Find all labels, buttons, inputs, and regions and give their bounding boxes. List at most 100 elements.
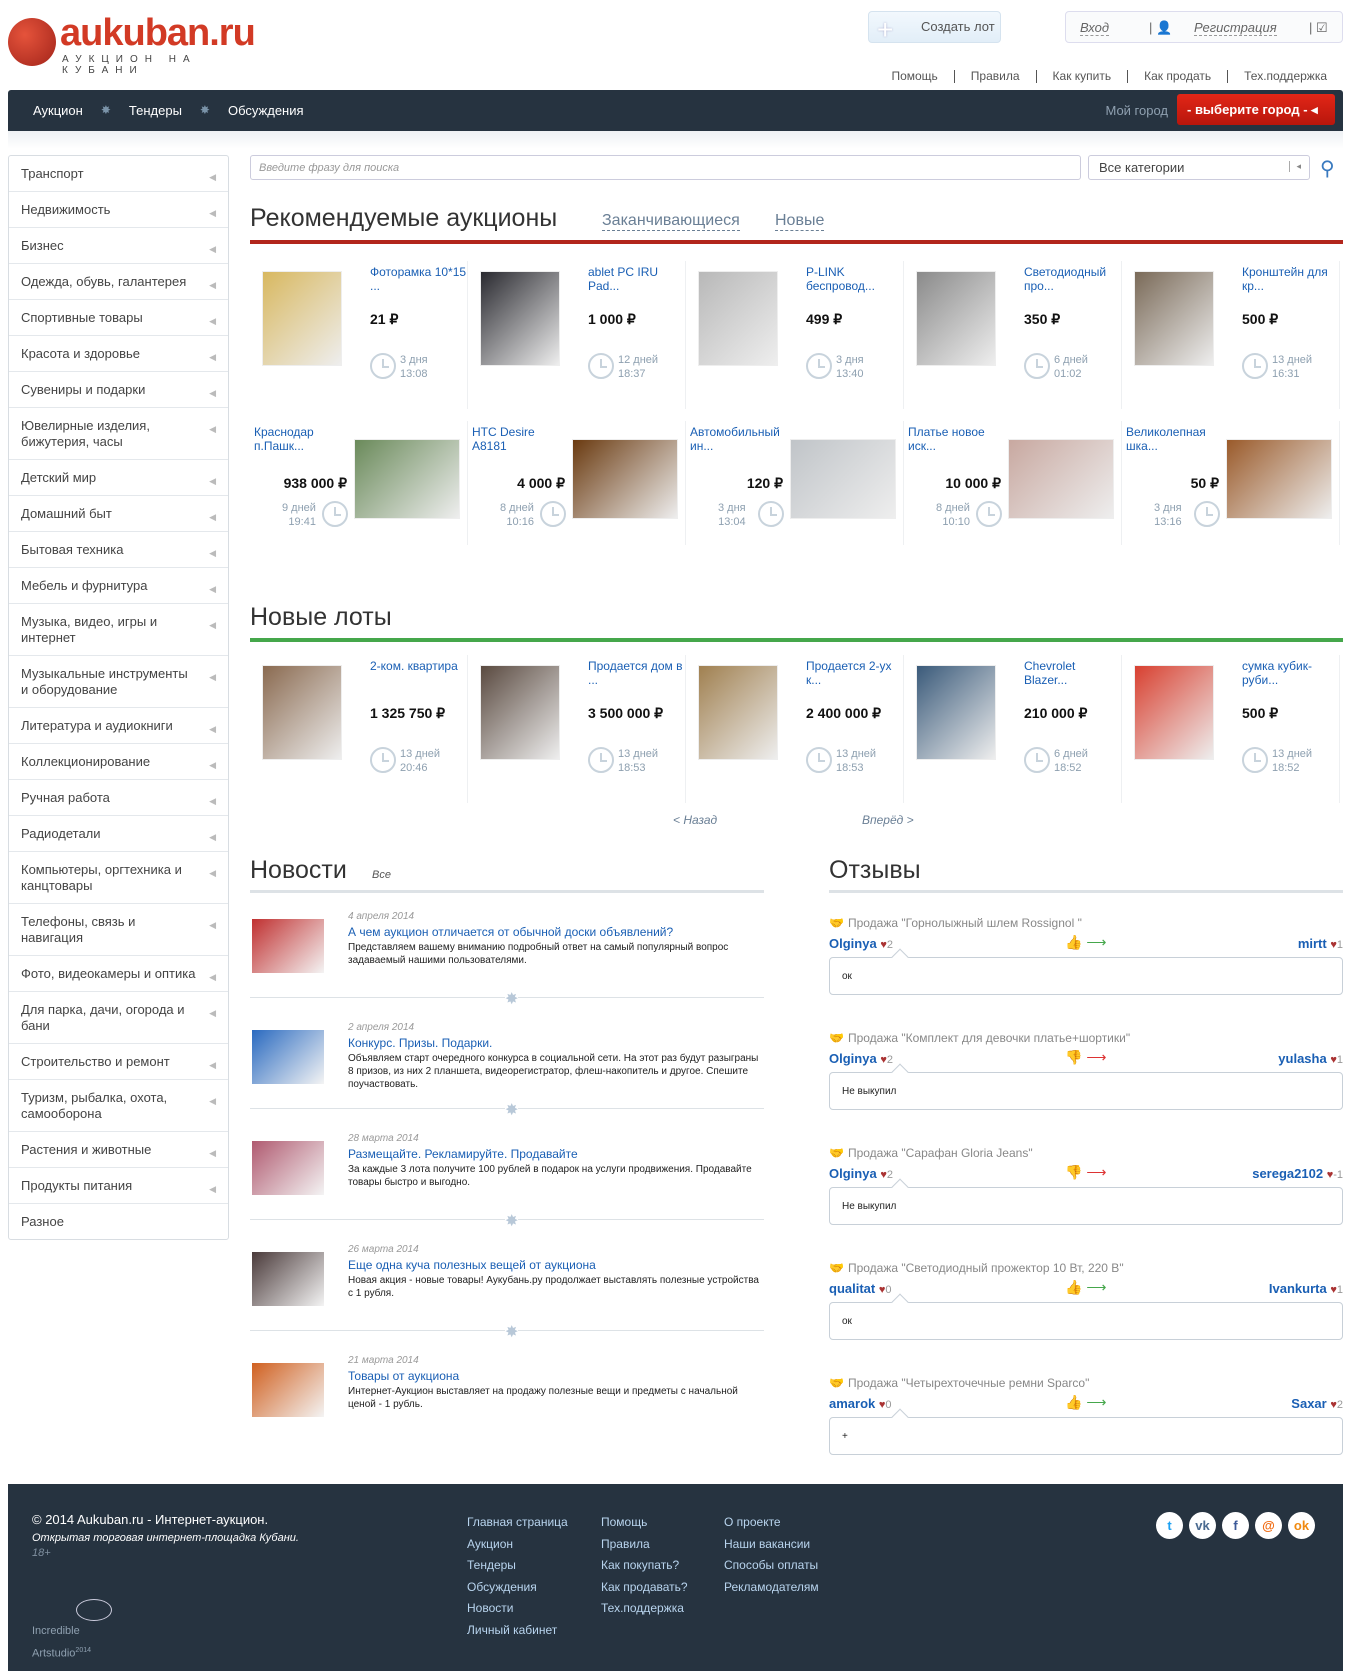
lot-name-link[interactable]: HTC Desire A8181 (472, 425, 535, 453)
lot-image[interactable] (480, 271, 560, 366)
footer-link[interactable]: Наши вакансии (724, 1536, 811, 1551)
sidebar-item[interactable]: Продукты питания ◀ (9, 1167, 228, 1203)
lot-image[interactable] (1226, 439, 1332, 519)
review-from-user[interactable]: Olginya (829, 1166, 877, 1181)
sidebar-item[interactable]: Ювелирные изделия, бижутерия, часы ◀ (9, 407, 228, 459)
news-image[interactable] (252, 1030, 324, 1084)
lot-name-link[interactable]: ablet PC IRU Pad... (588, 265, 659, 293)
sidebar-item[interactable]: Детский мир ◀ (9, 459, 228, 495)
lot-card[interactable]: P-LINK беспровод... 499 ₽ 3 дня 13:40 (686, 261, 904, 409)
news-title-link[interactable]: Еще одна куча полезных вещей от аукциона (348, 1258, 596, 1272)
review-lot-link[interactable]: Продажа "Четырехточечные ремни Sparco" (847, 1376, 1090, 1390)
news-image[interactable] (252, 1141, 324, 1195)
lot-name-link[interactable]: Краснодар п.Пашк... (254, 425, 314, 453)
news-all-link[interactable]: Все (372, 869, 391, 881)
lot-card[interactable]: Продается 2-ух к... 2 400 000 ₽ 13 дней 18:… (686, 655, 904, 803)
lot-image[interactable] (1134, 665, 1214, 760)
lot-card[interactable]: 2-ком. квартира 1 325 750 ₽ 13 дней 20:46 (250, 655, 468, 803)
lot-card[interactable]: Великолепная шка... 50 ₽ 3 дня 13:16 (1122, 421, 1340, 545)
lot-image[interactable] (262, 665, 342, 760)
news-title-link[interactable]: Товары от аукциона (348, 1369, 460, 1383)
sidebar-item[interactable]: Одежда, обувь, галантерея ◀ (9, 263, 228, 299)
sidebar-item[interactable]: Красота и здоровье ◀ (9, 335, 228, 371)
sidebar-item[interactable]: Ручная работа ◀ (9, 779, 228, 815)
lot-image[interactable] (1008, 439, 1114, 519)
footer-link[interactable]: Личный кабинет (467, 1622, 558, 1637)
top-link-help[interactable]: Помощь (891, 69, 938, 83)
lot-image[interactable] (790, 439, 896, 519)
sidebar-item[interactable]: Компьютеры, оргтехника и канцтовары ◀ (9, 851, 228, 903)
studio-link-2[interactable]: Artstudio (32, 1647, 76, 1660)
lot-card[interactable]: сумка кубик-руби... 500 ₽ 13 дней 18:52 (1122, 655, 1340, 803)
review-from-user[interactable]: qualitat (829, 1281, 876, 1296)
footer-link[interactable]: О проекте (724, 1515, 781, 1529)
news-title-link[interactable]: А чем аукцион отличается от обычной доск… (348, 925, 674, 939)
sidebar-item[interactable]: Бытовая техника ◀ (9, 531, 228, 567)
login-link[interactable]: Вход (1080, 20, 1110, 36)
studio-link-1[interactable]: Incredible (32, 1625, 80, 1637)
vk-icon[interactable]: vk (1189, 1512, 1216, 1539)
footer-link[interactable]: Помощь (601, 1515, 648, 1529)
lot-card[interactable]: Кронштейн для кр... 500 ₽ 13 дней 16:31 (1122, 261, 1340, 409)
lot-card[interactable]: ablet PC IRU Pad... 1 000 ₽ 12 дней 18:37 (468, 261, 686, 409)
footer-link[interactable]: Тех.поддержка (601, 1601, 684, 1615)
review-to-user[interactable]: Saxar (1291, 1396, 1327, 1411)
sidebar-item[interactable]: Транспорт ◀ (9, 156, 228, 191)
odnoklassniki-icon[interactable]: ok (1288, 1512, 1315, 1539)
sidebar-item[interactable]: Бизнес ◀ (9, 227, 228, 263)
lot-name-link[interactable]: Автомобильный ин... (690, 425, 780, 453)
sidebar-item[interactable]: Музыка, видео, игры и интернет ◀ (9, 603, 228, 655)
lot-card[interactable]: Продается дом в ... 3 500 000 ₽ 13 дней 18:… (468, 655, 686, 803)
sidebar-item[interactable]: Растения и животные ◀ (9, 1131, 228, 1167)
sidebar-item[interactable]: Коллекционирование ◀ (9, 743, 228, 779)
logo[interactable]: aukuban.ru АУКЦИОН НА КУБАНИ (8, 12, 268, 76)
footer-link[interactable]: Как покупать? (601, 1558, 680, 1572)
review-to-user[interactable]: yulasha (1278, 1051, 1327, 1066)
tab-ending[interactable]: Заканчивающиеся (602, 212, 740, 231)
top-link-support[interactable]: Тех.поддержка (1227, 70, 1343, 83)
sidebar-item[interactable]: Спортивные товары ◀ (9, 299, 228, 335)
lot-name-link[interactable]: P-LINK беспровод... (806, 265, 875, 293)
review-from-user[interactable]: amarok (829, 1396, 876, 1411)
footer-link[interactable]: Как продавать? (601, 1579, 688, 1594)
nav-auction[interactable]: Аукцион (33, 103, 83, 118)
lot-image[interactable] (1134, 271, 1214, 366)
sidebar-item[interactable]: Сувениры и подарки ◀ (9, 371, 228, 407)
create-lot-button[interactable]: + Создать лот (868, 11, 1001, 45)
lot-name-link[interactable]: сумка кубик-руби... (1242, 659, 1312, 687)
footer-link[interactable]: Аукцион (467, 1536, 513, 1551)
lot-image[interactable] (354, 439, 460, 519)
sidebar-item[interactable]: Домашний быт ◀ (9, 495, 228, 531)
search-input[interactable]: Введите фразу для поиска (250, 155, 1081, 180)
sidebar-item[interactable]: Литература и аудиокниги ◀ (9, 707, 228, 743)
search-icon[interactable]: ⚲ (1320, 158, 1335, 180)
lot-name-link[interactable]: Продается дом в ... (588, 659, 683, 687)
mail-icon[interactable]: @ (1255, 1512, 1282, 1539)
review-to-user[interactable]: mirtt (1297, 936, 1327, 951)
lot-image[interactable] (698, 665, 778, 760)
lot-name-link[interactable]: Chevrolet Blazer... (1024, 659, 1076, 687)
nav-discussions[interactable]: Обсуждения (227, 103, 304, 118)
lot-name-link[interactable]: Фоторамка 10*15 ... (370, 265, 467, 293)
city-select-button[interactable]: - выберите город - ◂ (1177, 94, 1335, 125)
sidebar-item[interactable]: Фото, видеокамеры и оптика ◀ (9, 955, 228, 991)
sidebar-item[interactable]: Для парка, дачи, огорода и бани ◀ (9, 991, 228, 1043)
lot-image[interactable] (262, 271, 342, 366)
top-link-how-buy[interactable]: Как купить (1035, 70, 1128, 83)
lot-card[interactable]: HTC Desire A8181 4 000 ₽ 8 дней 10:16 (468, 421, 686, 545)
news-title-link[interactable]: Конкурс. Призы. Подарки. (348, 1036, 493, 1050)
top-link-rules[interactable]: Правила (953, 70, 1036, 83)
lot-name-link[interactable]: 2-ком. квартира (370, 659, 458, 673)
sidebar-item[interactable]: Недвижимость ◀ (9, 191, 228, 227)
sidebar-item[interactable]: Строительство и ремонт ◀ (9, 1043, 228, 1079)
footer-link[interactable]: Рекламодателям (724, 1579, 819, 1594)
footer-link[interactable]: Главная страница (467, 1515, 568, 1529)
news-image[interactable] (252, 919, 324, 973)
sidebar-item[interactable]: Разное (9, 1203, 228, 1239)
review-lot-link[interactable]: Продажа "Комплект для девочки платье+шор… (847, 1031, 1131, 1045)
lot-image[interactable] (480, 665, 560, 760)
review-lot-link[interactable]: Продажа "Сарафан Gloria Jeans" (847, 1146, 1033, 1160)
sidebar-item[interactable]: Музыкальные инструменты и оборудование ◀ (9, 655, 228, 707)
footer-link[interactable]: Тендеры (467, 1558, 516, 1572)
footer-link[interactable]: Новости (467, 1601, 514, 1615)
